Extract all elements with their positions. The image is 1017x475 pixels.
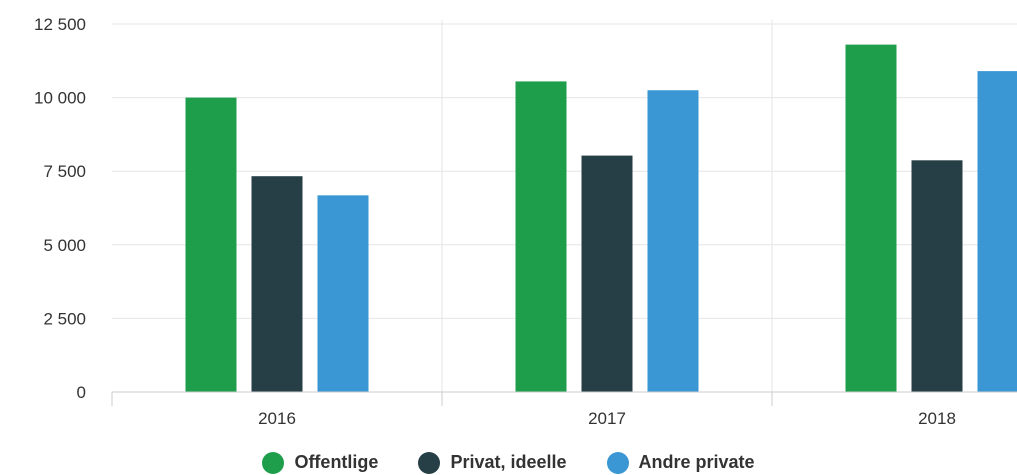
bar-offentlige-2017[interactable]	[516, 81, 567, 392]
bar-andre-private-2016[interactable]	[318, 195, 369, 392]
legend-label: Privat, ideelle	[450, 452, 566, 473]
legend-swatch-icon	[262, 452, 284, 474]
bar-privat-ideelle-2017[interactable]	[582, 156, 633, 392]
legend-item[interactable]: Offentlige	[262, 452, 378, 474]
bar-offentlige-2018[interactable]	[846, 45, 897, 392]
legend-item[interactable]: Andre private	[607, 452, 755, 474]
legend-label: Offentlige	[294, 452, 378, 473]
legend-swatch-icon	[607, 452, 629, 474]
x-tick-label: 2017	[588, 409, 626, 428]
bars	[186, 45, 1017, 392]
x-tick-label: 2018	[918, 409, 956, 428]
bar-andre-private-2018[interactable]	[978, 71, 1017, 392]
bar-privat-ideelle-2016[interactable]	[252, 176, 303, 392]
bar-privat-ideelle-2018[interactable]	[912, 160, 963, 392]
x-tick-label: 2016	[258, 409, 296, 428]
legend-swatch-icon	[418, 452, 440, 474]
y-tick-label: 2 500	[43, 309, 86, 328]
bar-chart: 0 2 500 5 000 7 500 10 000 12 500 2016 2017 2018	[0, 0, 1017, 450]
y-tick-label: 12 500	[34, 15, 86, 34]
y-tick-label: 7 500	[43, 162, 86, 181]
bar-andre-private-2017[interactable]	[648, 90, 699, 392]
y-tick-label: 0	[77, 383, 86, 402]
bar-offentlige-2016[interactable]	[186, 98, 237, 392]
y-tick-label: 5 000	[43, 236, 86, 255]
legend-item[interactable]: Privat, ideelle	[418, 452, 566, 474]
y-tick-label: 10 000	[34, 89, 86, 108]
legend: Offentlige Privat, ideelle Andre private	[0, 450, 1017, 475]
legend-label: Andre private	[639, 452, 755, 473]
